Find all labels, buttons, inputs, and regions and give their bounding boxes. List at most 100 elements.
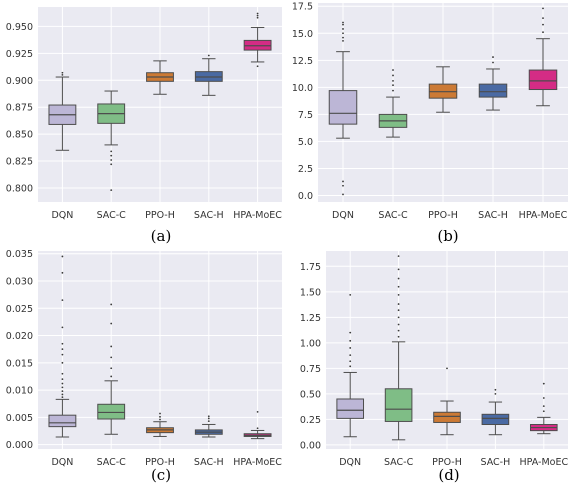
box-sac-h <box>194 415 223 438</box>
outlier-point <box>256 411 259 413</box>
outlier-point <box>110 367 113 370</box>
y-tick-label: 1.00 <box>300 338 321 349</box>
outlier-point <box>61 71 64 74</box>
outlier-point <box>446 367 448 370</box>
outlier-point <box>397 309 400 312</box>
outlier-point <box>256 12 259 15</box>
outlier-point <box>397 316 400 319</box>
outlier-point <box>349 347 352 349</box>
y-tick-label: 0.875 <box>6 103 33 114</box>
outlier-point <box>494 388 497 391</box>
outlier-point <box>61 361 64 364</box>
outlier-point <box>110 189 113 192</box>
y-tick-label: 0.00 <box>300 440 321 451</box>
box-iqr <box>328 90 358 125</box>
outlier-point <box>349 339 352 342</box>
x-tick-label: SAC-H <box>478 210 508 221</box>
x-tick-label: SAC-H <box>194 210 224 221</box>
outlier-point <box>542 397 545 399</box>
x-tick-label: SAC-H <box>481 457 511 468</box>
x-tick-label: DQN <box>339 457 361 468</box>
panel-caption: (a) <box>151 227 172 245</box>
y-tick-label: 5.0 <box>298 137 313 148</box>
box-iqr <box>433 411 461 423</box>
x-tick-label: DQN <box>51 210 73 221</box>
outlier-point <box>392 84 394 87</box>
y-tick-label: 15.0 <box>292 29 313 40</box>
outlier-point <box>110 356 113 359</box>
outlier-point <box>392 74 394 77</box>
outlier-point <box>61 393 64 396</box>
panel-caption: (c) <box>151 466 171 484</box>
y-tick-label: 10.0 <box>292 83 313 94</box>
y-tick-label: 0.925 <box>6 49 33 60</box>
outlier-point <box>342 32 344 35</box>
box-dqn <box>48 255 77 438</box>
box-hpa-moec <box>528 7 558 107</box>
outlier-point <box>492 56 494 58</box>
outlier-point <box>542 382 545 385</box>
y-tick-label: 0.950 <box>6 22 33 33</box>
outlier-point <box>392 69 394 71</box>
outlier-point <box>207 420 210 423</box>
x-tick-label: HPA-MoEC <box>233 457 282 468</box>
panel-caption: (d) <box>438 466 459 484</box>
outlier-point <box>61 390 64 393</box>
outlier-point <box>342 193 344 196</box>
outlier-point <box>397 335 400 338</box>
box-hpa-moec <box>529 382 558 435</box>
outlier-point <box>542 405 545 408</box>
outlier-point <box>61 396 64 399</box>
y-tick-label: 0.000 <box>6 440 33 451</box>
box-ppo-h <box>433 367 461 436</box>
outlier-point <box>397 323 400 326</box>
box-iqr <box>48 414 77 428</box>
x-tick-label: DQN <box>332 210 354 221</box>
y-tick-label: 17.5 <box>292 2 313 13</box>
outlier-point <box>110 150 113 153</box>
outlier-point <box>397 285 400 288</box>
outlier-point <box>256 16 259 19</box>
outlier-point <box>256 14 259 17</box>
outlier-point <box>110 345 113 348</box>
outlier-point <box>61 326 64 329</box>
box-sac-h <box>478 56 508 111</box>
x-tick-label: PPO-H <box>145 210 175 221</box>
x-tick-label: DQN <box>51 457 73 468</box>
outlier-point <box>397 268 400 271</box>
x-tick-label: PPO-H <box>428 210 458 221</box>
y-tick-label: 0.75 <box>300 364 321 375</box>
outlier-point <box>110 159 113 161</box>
box-hpa-moec <box>243 12 272 68</box>
box-sac-h <box>194 54 223 96</box>
outlier-point <box>342 21 344 24</box>
x-tick-label: SAC-H <box>194 457 224 468</box>
box-ppo-h <box>146 60 174 95</box>
outlier-point <box>542 31 544 34</box>
outlier-point <box>256 65 259 68</box>
x-tick-label: SAC-C <box>378 210 408 221</box>
x-tick-label: PPO-H <box>432 457 462 468</box>
x-tick-label: SAC-C <box>97 457 127 468</box>
outlier-point <box>61 255 64 258</box>
panel-c: 0.000 0.005 0.010 0.015 0.020 0.025 0.030 0.035… <box>6 249 282 484</box>
box-dqn <box>328 21 358 196</box>
outlier-point <box>61 271 64 274</box>
x-tick-label: HPA-MoEC <box>519 210 568 221</box>
y-tick-label: 0.005 <box>6 413 33 424</box>
panel-caption: (b) <box>437 227 458 245</box>
box-iqr <box>97 403 126 420</box>
box-iqr <box>528 69 558 91</box>
outlier-point <box>61 386 64 389</box>
box-ppo-h <box>428 66 458 113</box>
x-tick-label: HPA-MoEC <box>519 457 568 468</box>
outlier-point <box>542 17 544 20</box>
outlier-point <box>342 23 344 26</box>
y-tick-label: 1.50 <box>300 287 321 298</box>
outlier-point <box>342 184 344 187</box>
y-tick-label: 0.035 <box>6 249 33 260</box>
outlier-point <box>397 293 400 296</box>
outlier-point <box>256 427 259 430</box>
outlier-point <box>61 378 64 381</box>
